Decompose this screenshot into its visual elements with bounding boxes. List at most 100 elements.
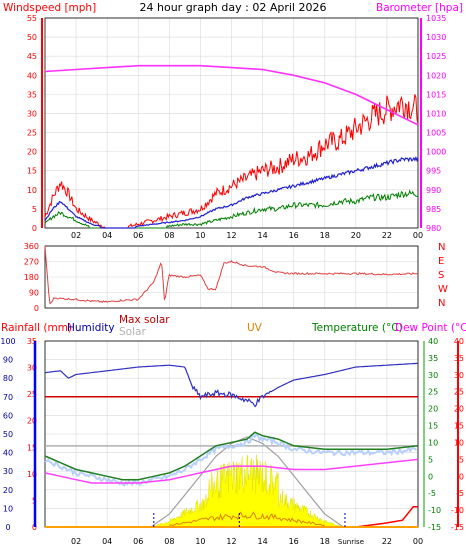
baro-tick-label: 1015 [426, 90, 446, 99]
dir-tick-label: 0 [34, 304, 39, 313]
wind-tick-label: 15 [27, 167, 37, 176]
wind-x-tick-label: 20 [351, 231, 361, 240]
baro-tick-label: 1020 [426, 71, 446, 80]
dew-tick-label: 0 [459, 472, 464, 481]
temp-tick-label: 35 [428, 354, 438, 363]
temp-tick-label: 15 [428, 422, 438, 431]
baro-tick-label: 995 [426, 167, 441, 176]
temperature-legend: Temperature (°C) [311, 322, 403, 334]
lower-x-tick-label: 08 [164, 537, 174, 546]
lower-x-tick-label: 22 [382, 537, 392, 546]
wind-tick-label: 45 [27, 52, 37, 61]
wind-x-tick-label: 04 [102, 231, 112, 240]
dir-compass-label: W [438, 284, 448, 295]
humidity-tick-label: 0 [5, 523, 10, 532]
humidity-tick-label: 60 [3, 411, 13, 420]
wind-x-tick-label: 22 [382, 231, 392, 240]
sunset-label: Sunrise [338, 538, 364, 546]
wind-x-tick-label: 02 [71, 231, 81, 240]
rain-tick-label: 15 [27, 443, 37, 452]
direction-series [44, 245, 419, 305]
wind-x-tick-label: 00 [413, 231, 423, 240]
baro-tick-label: 1005 [426, 129, 446, 138]
dir-tick-label: 360 [24, 242, 39, 251]
wind-x-tick-label: 06 [133, 231, 143, 240]
humidity-tick-label: 80 [3, 374, 13, 383]
wind-x-tick-label: 08 [164, 231, 174, 240]
temp-tick-label: -10 [428, 506, 441, 515]
rain-tick-label: 20 [27, 417, 37, 426]
wind-tick-label: 55 [27, 14, 37, 23]
wind-tick-label: 5 [32, 205, 37, 214]
temp-tick-label: 40 [428, 337, 438, 346]
dir-tick-label: 180 [24, 273, 39, 282]
temp-tick-label: 25 [428, 388, 438, 397]
uv-series [169, 511, 326, 527]
dir-tick-label: 270 [24, 258, 39, 267]
rain-tick-label: 0 [32, 523, 37, 532]
temp-tick-label: 30 [428, 371, 438, 380]
dew-tick-label: -5 [456, 489, 464, 498]
solar-series [150, 454, 344, 528]
temp-tick-label: -15 [428, 523, 441, 532]
lower-x-tick-label: 14 [257, 537, 267, 546]
wind-x-tick-label: 18 [320, 231, 330, 240]
lower-x-tick-label: 04 [102, 537, 112, 546]
humidity-tick-label: 30 [3, 467, 13, 476]
baro-tick-label: 1000 [426, 148, 446, 157]
wind-tick-label: 0 [32, 224, 37, 233]
dewpoint-series [44, 458, 419, 484]
temp-tick-label: 0 [428, 472, 433, 481]
lower-x-tick-label: 00 [413, 537, 423, 546]
lower-x-tick-label: 02 [71, 537, 81, 546]
dir-compass-label: E [438, 256, 444, 267]
humidity-tick-label: 50 [3, 430, 13, 439]
baro-tick-label: 1035 [426, 14, 446, 23]
wind-x-tick-label: 16 [289, 231, 299, 240]
dir-compass-label: N [438, 242, 445, 253]
humidity-series [44, 362, 419, 408]
rain-tick-label: 10 [27, 470, 37, 479]
baro-tick-label: 1030 [426, 33, 446, 42]
baro-tick-label: 1025 [426, 52, 446, 61]
rainfall-axis-title: Rainfall (mm) [1, 322, 72, 334]
dir-tick-label: 90 [29, 289, 39, 298]
humidity-tick-label: 40 [3, 449, 13, 458]
barometer-series [44, 64, 419, 126]
maxsolar-curve [150, 436, 344, 528]
wind-tick-label: 20 [27, 148, 37, 157]
wind-tick-label: 30 [27, 109, 37, 118]
humidity-tick-label: 90 [3, 356, 13, 365]
wind-tick-label: 50 [27, 33, 37, 42]
barometer-axis-title: Barometer [hpa] [376, 2, 463, 14]
temp-tick-label: 10 [428, 438, 438, 447]
baro-tick-label: 985 [426, 205, 441, 214]
rain-tick-label: 25 [27, 390, 37, 399]
temperature-series [44, 431, 419, 481]
uv-legend: UV [247, 322, 263, 334]
apparent-temp-series [44, 432, 418, 487]
dir-compass-label: N [438, 298, 445, 309]
wind-x-tick-label: 10 [195, 231, 205, 240]
page-title: 24 hour graph day : 02 April 2026 [140, 1, 327, 14]
windavg-series [44, 155, 419, 229]
humidity-tick-label: 10 [3, 504, 13, 513]
rain-tick-label: 30 [27, 364, 37, 373]
baro-tick-label: 980 [426, 224, 441, 233]
humidity-tick-label: 20 [3, 486, 13, 495]
windspeed-axis-title: Windspeed [mph] [3, 2, 96, 14]
maxsolar-legend: Max solar [119, 314, 170, 326]
humidity-tick-label: 70 [3, 393, 13, 402]
temp-tick-label: -5 [428, 489, 436, 498]
wind-x-tick-label: 12 [226, 231, 236, 240]
dew-tick-label: -15 [451, 523, 464, 532]
dew-tick-label: 5 [459, 455, 464, 464]
lower-x-tick-label: 18 [320, 537, 330, 546]
baro-tick-label: 1010 [426, 109, 446, 118]
lower-x-tick-label: 10 [195, 537, 205, 546]
lower-x-tick-label: 16 [289, 537, 299, 546]
lower-x-tick-label: 06 [133, 537, 143, 546]
